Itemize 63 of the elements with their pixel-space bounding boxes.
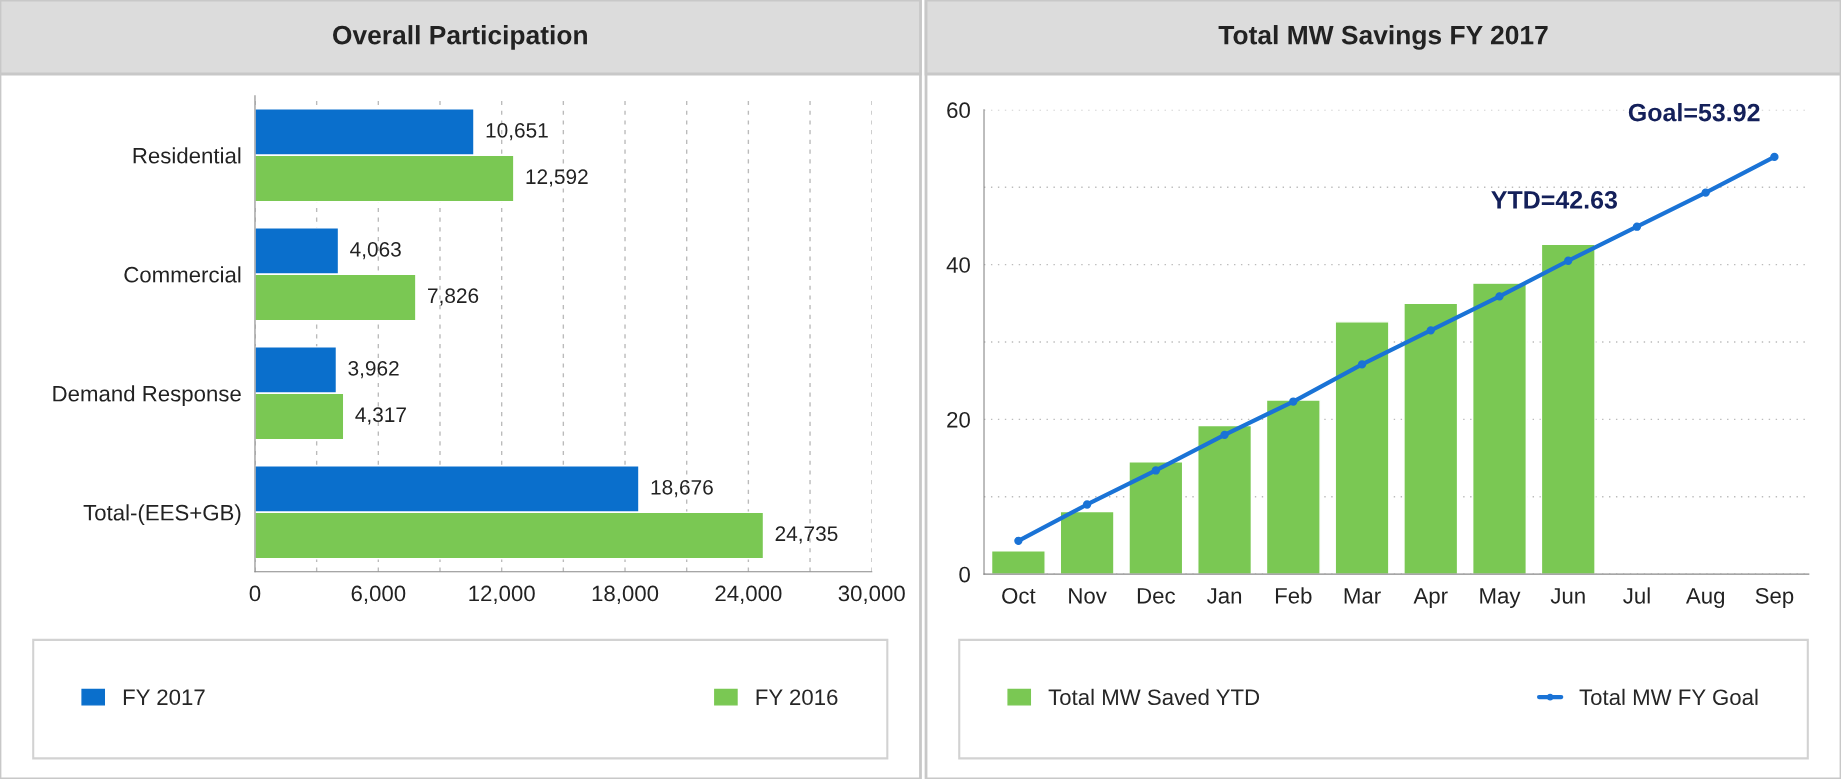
data-label: 3,962 bbox=[348, 360, 399, 379]
bar bbox=[990, 550, 1046, 575]
point bbox=[1495, 292, 1504, 301]
data-label: 7,826 bbox=[428, 288, 479, 306]
point bbox=[1151, 466, 1161, 475]
point bbox=[1357, 360, 1367, 369]
chart-title: Total MW Savings FY 2017 bbox=[1218, 25, 1548, 50]
y-tick-label: 20 bbox=[947, 411, 970, 428]
bar bbox=[1403, 302, 1459, 575]
x-tick-label: Apr bbox=[1413, 588, 1448, 609]
legend-label: Total MW Saved YTD bbox=[1048, 688, 1260, 706]
data-label: 18,676 bbox=[651, 479, 713, 498]
bar bbox=[1471, 282, 1527, 575]
x-tick-label: 24,000 bbox=[715, 585, 782, 604]
point bbox=[1701, 188, 1710, 197]
point bbox=[1426, 326, 1435, 335]
data-label: 12,592 bbox=[526, 169, 588, 187]
y-tick-label: 0 bbox=[959, 566, 970, 583]
bar bbox=[1059, 510, 1115, 575]
x-tick-label: 18,000 bbox=[592, 585, 659, 604]
x-tick-label: Dec bbox=[1137, 588, 1176, 604]
data-label: 4,063 bbox=[350, 241, 401, 260]
x-tick-label: Mar bbox=[1344, 588, 1381, 604]
data-label: 24,735 bbox=[775, 526, 838, 544]
point bbox=[1220, 430, 1229, 440]
point bbox=[1082, 500, 1092, 509]
data-label: 10,651 bbox=[486, 122, 548, 141]
bar bbox=[1197, 424, 1253, 575]
bar bbox=[1265, 399, 1321, 575]
y-tick-label: Total-(EES+GB) bbox=[83, 504, 241, 525]
point bbox=[1289, 397, 1298, 406]
x-tick-label: Jan bbox=[1207, 588, 1242, 604]
x-tick-label: Feb bbox=[1275, 587, 1312, 604]
annotation: Goal=53.92 bbox=[1628, 103, 1760, 122]
x-tick-label: Aug bbox=[1685, 588, 1725, 609]
bar bbox=[1128, 461, 1184, 575]
y-tick-label: Commercial bbox=[124, 266, 241, 283]
x-tick-label: May bbox=[1480, 588, 1521, 609]
x-tick-label: Jun bbox=[1550, 588, 1585, 604]
x-tick-label: 6,000 bbox=[351, 585, 406, 604]
legend-label: FY 2016 bbox=[756, 689, 838, 706]
x-tick-label: Jul bbox=[1623, 587, 1650, 604]
x-tick-label: 30,000 bbox=[838, 585, 905, 604]
point bbox=[1014, 536, 1023, 546]
data-label: 4,317 bbox=[355, 407, 406, 425]
x-tick-label: Oct bbox=[1002, 587, 1036, 604]
point bbox=[1770, 152, 1779, 162]
legend-label: FY 2017 bbox=[123, 689, 205, 706]
x-tick-label: 0 bbox=[249, 585, 261, 602]
point bbox=[1564, 256, 1573, 265]
x-tick-label: Nov bbox=[1069, 588, 1107, 604]
bar bbox=[1334, 321, 1390, 575]
bar bbox=[1540, 243, 1596, 575]
y-tick-label: Demand Response bbox=[53, 385, 241, 406]
y-tick-label: Residential bbox=[133, 147, 241, 164]
legend-label: Total MW FY Goal bbox=[1579, 688, 1758, 706]
y-tick-label: 60 bbox=[947, 102, 970, 119]
chart-title: Overall Participation bbox=[333, 25, 587, 50]
point bbox=[1632, 222, 1642, 231]
y-tick-label: 40 bbox=[946, 257, 970, 273]
annotation: YTD=42.63 bbox=[1491, 191, 1618, 209]
x-tick-label: 12,000 bbox=[469, 585, 535, 604]
x-tick-label: Sep bbox=[1755, 587, 1794, 609]
